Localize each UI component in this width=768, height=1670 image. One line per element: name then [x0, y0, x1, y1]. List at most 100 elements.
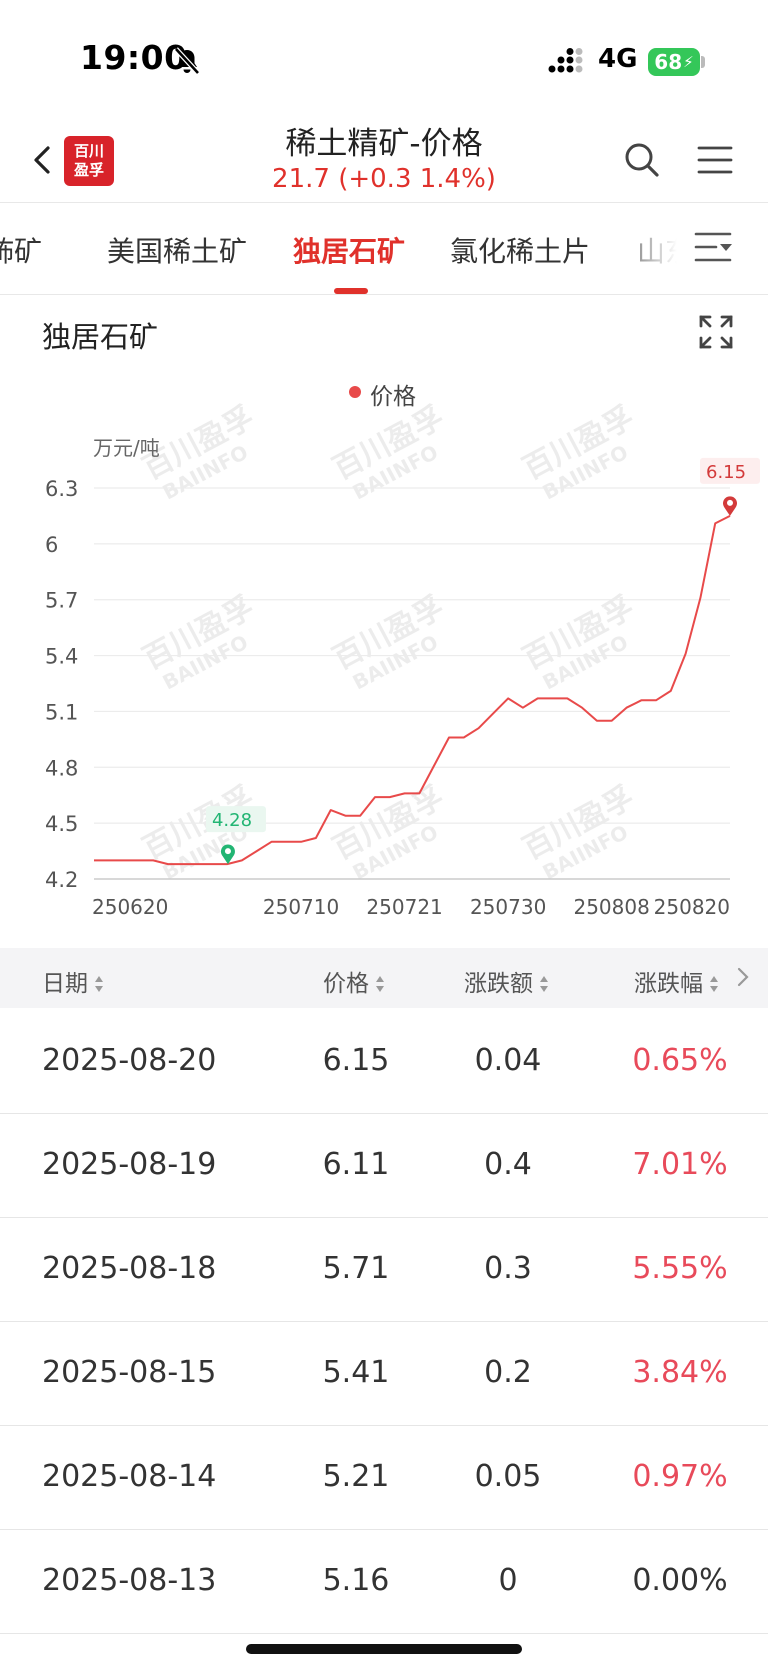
row-price: 5.21: [322, 1459, 390, 1494]
row-price: 5.16: [322, 1563, 390, 1598]
marker-pin-dot: [727, 499, 733, 506]
legend-label: 价格: [370, 384, 416, 410]
column-header-label: 价格: [323, 971, 369, 997]
signal-icon: [548, 48, 583, 73]
menu-icon[interactable]: [697, 144, 733, 176]
table-header: [0, 948, 768, 1008]
column-header-label: 涨跌幅: [634, 971, 703, 997]
marker-layer: 4.28 6.15: [205, 457, 760, 865]
sort-icon: [540, 976, 548, 992]
network-type: 4G: [598, 44, 638, 74]
marker-label: 4.28: [212, 810, 252, 831]
column-header-label: 涨跌额: [464, 971, 533, 997]
y-tick-label: 5.1: [45, 700, 78, 724]
active-tab-indicator: [334, 288, 368, 294]
marker-label-bg: [700, 457, 760, 484]
battery-level: 68: [654, 50, 683, 74]
status-time: 19:00: [80, 38, 188, 77]
row-date: 2025-08-20: [42, 1043, 217, 1078]
row-change: 0.05: [474, 1459, 542, 1494]
app-logo: 百川 盈孚: [64, 136, 114, 186]
table-row[interactable]: 2025-08-19 6.11 0.4 7.01%: [0, 1113, 768, 1218]
y-axis-unit: 万元/吨: [93, 436, 160, 460]
marker-pin-dot: [224, 848, 231, 855]
row-date: 2025-08-14: [42, 1459, 217, 1494]
table-row[interactable]: 2025-08-14 5.21 0.05 0.97%: [0, 1425, 768, 1530]
fullscreen-icon[interactable]: [698, 314, 734, 350]
marker-label: 6.15: [706, 462, 746, 483]
marker-label-bg: [205, 806, 266, 833]
header-divider: [0, 202, 768, 203]
logo-line1: 百川: [73, 142, 104, 160]
column-header-change[interactable]: 涨跌额: [464, 964, 549, 998]
table-row[interactable]: 2025-08-13 5.16 0 0.00%: [0, 1529, 768, 1634]
row-date: 2025-08-18: [42, 1251, 217, 1286]
grid-lines: [94, 487, 730, 880]
row-price: 6.15: [322, 1043, 390, 1078]
row-date: 2025-08-19: [42, 1147, 217, 1182]
y-tick-label: 5.7: [45, 589, 78, 613]
series-layer: [94, 515, 731, 866]
row-change-pct: 5.55%: [632, 1251, 728, 1286]
column-header-date[interactable]: 日期: [42, 964, 104, 998]
tab-item[interactable]: 氯化稀土片: [450, 235, 591, 268]
y-axis-ticks: 6.3 6 5.7 5.4 5.1 4.8 4.5 4.2: [45, 477, 78, 892]
y-tick-label: 6.3: [45, 477, 78, 501]
sort-icon: [710, 976, 718, 992]
row-change: 0.3: [484, 1251, 532, 1286]
x-tick-label: 250620: [92, 895, 168, 919]
row-price: 6.11: [322, 1147, 390, 1182]
row-change-pct: 0.65%: [632, 1043, 728, 1078]
battery-icon: 68 ⚡: [648, 48, 700, 76]
row-change-pct: 7.01%: [632, 1147, 728, 1182]
chart-title: 独居石矿: [42, 320, 159, 354]
row-change: 0.2: [484, 1355, 532, 1390]
y-tick-label: 6: [45, 533, 58, 557]
y-tick-label: 5.4: [45, 645, 78, 669]
sort-icon: [95, 976, 103, 992]
y-tick-label: 4.8: [45, 756, 78, 780]
x-tick-label: 250820: [654, 895, 730, 919]
price-summary: 21.7 (+0.3 1.4%): [272, 164, 496, 194]
tab-item-active[interactable]: 独居石矿: [293, 235, 406, 268]
table-row[interactable]: 2025-08-18 5.71 0.3 5.55%: [0, 1217, 768, 1322]
bell-muted-icon: [174, 47, 200, 75]
legend-marker: [349, 386, 361, 398]
column-header-price[interactable]: 价格: [323, 964, 385, 998]
tab-item[interactable]: 钸矿: [0, 235, 43, 268]
y-tick-label: 4.2: [45, 868, 78, 892]
tabs-divider: [0, 294, 768, 295]
column-header-pct[interactable]: 涨跌幅: [634, 964, 719, 998]
battery-tip: [701, 56, 705, 68]
marker-pin: [220, 844, 235, 865]
row-change: 0: [498, 1563, 518, 1598]
row-price: 5.41: [322, 1355, 390, 1390]
x-tick-label: 250808: [573, 895, 649, 919]
tabs-fade: [600, 215, 710, 275]
row-date: 2025-08-13: [42, 1563, 217, 1598]
marker-pin: [723, 496, 737, 516]
tab-item[interactable]: 美国稀土矿: [107, 235, 248, 268]
x-tick-label: 250730: [470, 895, 546, 919]
x-tick-label: 250710: [263, 895, 339, 919]
back-arrow-icon[interactable]: [28, 140, 58, 180]
tab-list-icon[interactable]: [694, 228, 734, 268]
x-tick-label: 250721: [366, 895, 442, 919]
row-change-pct: 0.97%: [632, 1459, 728, 1494]
row-date: 2025-08-15: [42, 1355, 217, 1390]
logo-line2: 盈孚: [73, 161, 104, 179]
table-row[interactable]: 2025-08-15 5.41 0.2 3.84%: [0, 1321, 768, 1426]
x-axis-ticks: 250620 250710 250721 250730 250808 250820: [92, 895, 730, 919]
search-icon[interactable]: [622, 140, 662, 180]
row-price: 5.71: [322, 1251, 390, 1286]
chevron-right-icon[interactable]: [736, 966, 750, 988]
table-row[interactable]: 2025-08-20 6.15 0.04 0.65%: [0, 1009, 768, 1114]
page-title: 稀土精矿-价格: [285, 126, 483, 162]
